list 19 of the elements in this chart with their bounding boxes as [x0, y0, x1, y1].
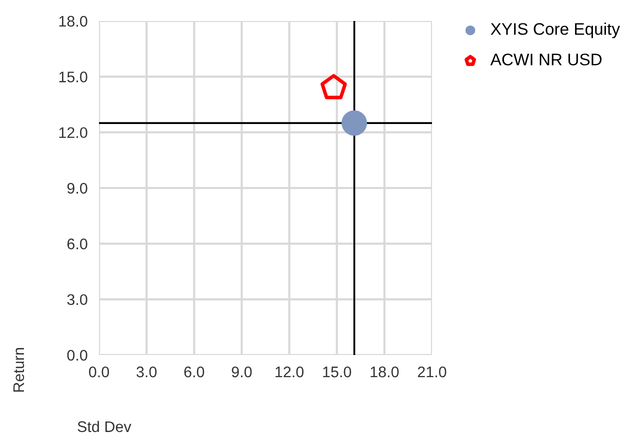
y-tick-label: 6.0: [67, 238, 88, 250]
y-tick-label: 0.0: [67, 350, 88, 361]
y-tick-label: 15.0: [59, 72, 88, 82]
x-tick-label: 3.0: [136, 366, 157, 378]
x-tick-label: 9.0: [232, 366, 252, 378]
y-tick-label: 9.0: [67, 182, 88, 194]
x-tick-label: 0.0: [88, 366, 110, 378]
legend-label: ACWI NR USD: [490, 54, 602, 66]
x-tick-label: 21.0: [418, 366, 446, 378]
y-axis-title: Return: [13, 348, 24, 392]
x-tick-label: 15.0: [323, 366, 352, 378]
y-tick-label: 3.0: [67, 294, 88, 306]
y-tick-label: 12.0: [59, 127, 88, 138]
y-tick-label: 18.0: [59, 16, 88, 27]
x-tick-label: 6.0: [184, 366, 204, 378]
legend-label: XYIS Core Equity: [490, 22, 620, 38]
x-axis-title: Std Dev: [78, 420, 132, 432]
x-tick-label: 18.0: [370, 366, 399, 378]
x-tick-label: 12.0: [276, 366, 304, 378]
